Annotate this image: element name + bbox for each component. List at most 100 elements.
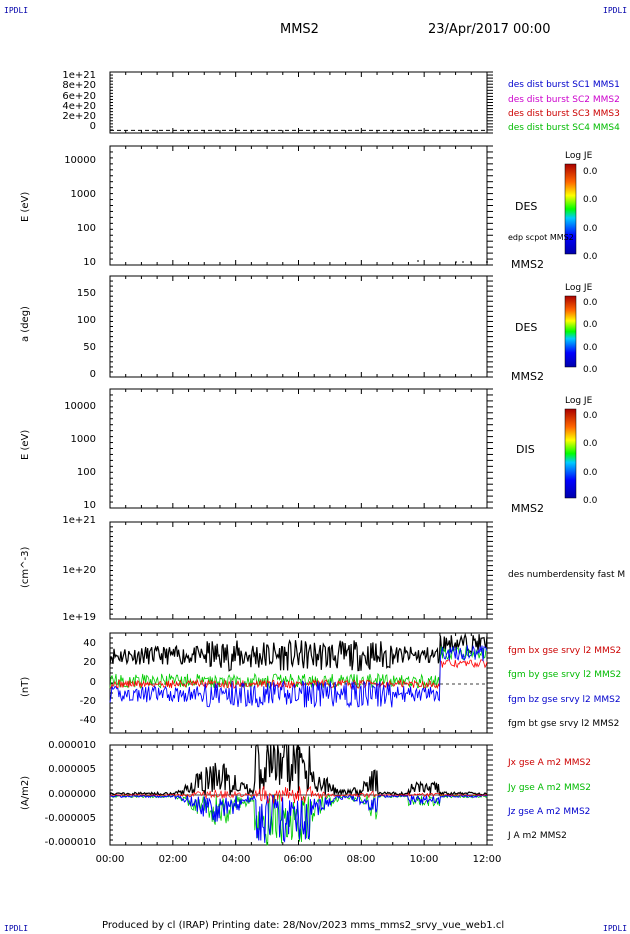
cb2-v2: 0.0 [583,343,598,353]
cb1-v2: 0.0 [583,224,598,234]
colorbar-title-2: Log JE [565,283,593,293]
ytick-p7-3: -0.000005 [44,813,96,824]
colorbar-title-3: Log JE [565,396,593,406]
label-des-2: DES [515,321,538,334]
ytick-p6-2: 0 [89,677,96,688]
legend-jz: Jz gse A m2 MMS2 [508,807,591,817]
jz-series [109,793,488,843]
colorbar-title-1: Log JE [565,151,593,161]
ytick-p2-0: 10000 [64,155,96,166]
corner-mark-tl: IPDLI [4,6,29,15]
legend-by: fgm by gse srvy l2 MMS2 [508,670,622,680]
legend-jy: Jy gse A m2 MMS2 [508,783,591,793]
legend-bt: fgm bt gse srvy l2 MMS2 [508,719,620,729]
date-title: 23/Apr/2017 00:00 [428,22,551,37]
ytick-p1-1: 8e+20 [62,80,96,91]
legend-numberdensity: des numberdensity fast M [508,570,626,580]
cb3-v1: 0.0 [583,439,598,449]
label-mms2-p3: MMS2 [511,370,544,383]
ytick-p7-4: -0.000010 [44,837,96,848]
bz-series [109,644,488,709]
xtick-5: 10:00 [409,854,439,865]
ytick-p1-2: 6e+20 [62,91,96,102]
ytick-p6-1: 20 [83,657,96,668]
ytick-p7-2: 0.000000 [48,789,96,800]
cb2-v0: 0.0 [583,298,598,308]
label-edp-scpot: edp scpot MMS2 [508,233,574,242]
xtick-2: 04:00 [221,854,251,865]
xtick-3: 06:00 [283,854,313,865]
ytick-p6-0: 40 [83,638,96,649]
cb1-v0: 0.0 [583,167,598,177]
jx-series [109,785,488,804]
legend-mms1: des dist burst SC1 MMS1 [508,80,620,90]
corner-mark-tr: IPDLI [603,6,628,15]
legend-bz: fgm bz gse srvy l2 MMS2 [508,695,621,705]
panel-frame-2 [109,145,488,266]
ylabel-panel6: (nT) [20,676,31,697]
legend-j: J A m2 MMS2 [508,831,567,841]
ylabel-panel5: (cm^-3) [20,546,31,588]
ytick-p3-3: 0 [89,369,96,380]
legend-mms2: des dist burst SC2 MMS2 [508,95,620,105]
ytick-p5-2: 1e+19 [62,612,96,623]
corner-mark-bl: IPDLI [4,924,29,933]
ylabel-panel3: a (deg) [20,306,31,342]
ylabel-panel4: E (eV) [20,429,31,460]
ytick-p2-2: 100 [76,223,96,234]
legend-jx: Jx gse A m2 MMS2 [508,758,591,768]
ytick-p1-0: 1e+21 [62,70,96,81]
xtick-0: 00:00 [95,854,125,865]
ytick-p2-1: 1000 [70,189,96,200]
cb1-v3: 0.0 [583,252,598,262]
ytick-p6-3: -20 [79,696,96,707]
ytick-p4-1: 1000 [70,434,96,445]
ytick-p4-2: 100 [76,467,96,478]
cb2-bar [564,295,577,368]
cb2-v3: 0.0 [583,365,598,375]
legend-mms4: des dist burst SC4 MMS4 [508,123,620,133]
bt-series [109,632,488,672]
j-series [109,744,488,797]
cb3-v3: 0.0 [583,496,598,506]
xtick-1: 02:00 [158,854,188,865]
ytick-p3-1: 100 [76,315,96,326]
cb3-v0: 0.0 [583,411,598,421]
ytick-p1-5: 0 [89,121,96,132]
label-dis: DIS [516,443,535,456]
ytick-p3-0: 150 [76,288,96,299]
ytick-p4-0: 10000 [64,401,96,412]
label-des-1: DES [515,200,538,213]
ytick-p7-0: 0.000010 [48,740,96,751]
ytick-p2-3: 10 [83,257,96,268]
label-mms2-p4: MMS2 [511,502,544,515]
ytick-p1-4: 2e+20 [62,111,96,122]
label-mms2-p2: MMS2 [511,258,544,271]
cb3-bar [564,408,577,499]
by-series [109,646,488,690]
cb3-v2: 0.0 [583,468,598,478]
spacecraft-title: MMS2 [280,22,319,37]
panel-frame-5 [109,521,488,620]
cb2-v1: 0.0 [583,320,598,330]
ytick-p5-1: 1e+20 [62,565,96,576]
footer-text: Produced by cl (IRAP) Printing date: 28/… [102,920,505,931]
ytick-p4-3: 10 [83,500,96,511]
cb1-v1: 0.0 [583,195,598,205]
ylabel-panel7: (A/m2) [20,775,31,810]
legend-mms3: des dist burst SC3 MMS3 [508,109,620,119]
ytick-p5-0: 1e+21 [62,515,96,526]
ytick-p1-3: 4e+20 [62,101,96,112]
ytick-p7-1: 0.000005 [48,764,96,775]
cb1-bar [564,163,577,255]
panel-frame-4 [109,388,488,509]
legend-bx: fgm bx gse srvy l2 MMS2 [508,646,622,656]
ytick-p6-4: -40 [79,715,96,726]
bx-series [109,659,488,690]
corner-mark-br: IPDLI [603,924,628,933]
xtick-4: 08:00 [346,854,376,865]
xtick-6: 12:00 [472,854,502,865]
panel-frame-3 [109,275,488,378]
ytick-p3-2: 50 [83,342,96,353]
